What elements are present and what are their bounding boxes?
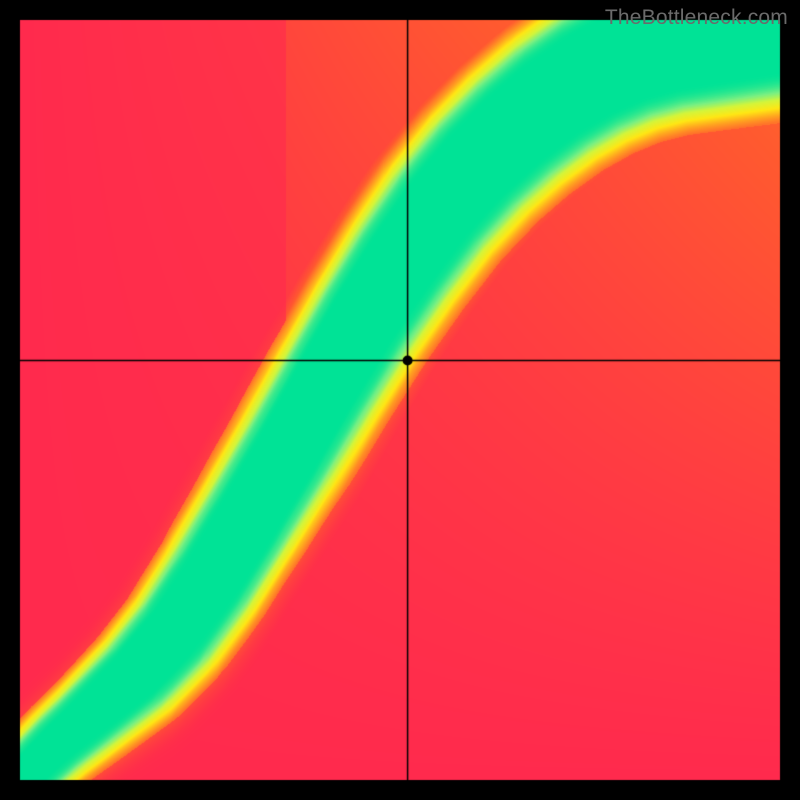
heatmap-canvas <box>0 0 800 800</box>
watermark-text: TheBottleneck.com <box>605 6 788 30</box>
chart-container: TheBottleneck.com <box>0 0 800 800</box>
